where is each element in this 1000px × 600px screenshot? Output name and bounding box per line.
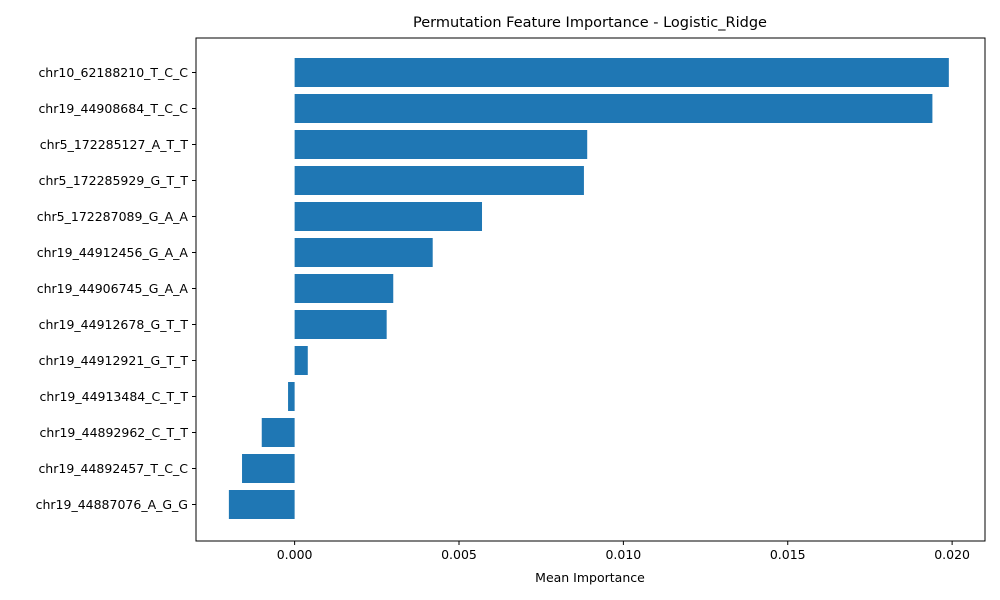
x-axis-label: Mean Importance — [535, 570, 645, 585]
y-tick-label: chr19_44908684_T_C_C — [38, 101, 188, 116]
x-axis-ticks: 0.000 0.005 0.010 0.015 0.020 — [277, 541, 970, 562]
x-tick-label: 0.000 — [277, 547, 313, 562]
bar-chr19_44887076_A_G_G — [228, 490, 295, 519]
bar-chr19_44912678_G_T_T — [294, 310, 387, 339]
y-tick-label: chr19_44912678_G_T_T — [39, 317, 189, 332]
y-tick-label: chr19_44892962_C_T_T — [40, 425, 189, 440]
y-tick-label: chr19_44906745_G_A_A — [37, 281, 189, 296]
bar-chr5_172285929_G_T_T — [294, 166, 584, 195]
bar-chr19_44912921_G_T_T — [294, 346, 308, 375]
bar-chr5_172285127_A_T_T — [294, 130, 588, 159]
bar-chr19_44913484_C_T_T — [288, 382, 295, 411]
y-tick-label: chr5_172285127_A_T_T — [40, 137, 189, 152]
x-tick-label: 0.010 — [605, 547, 641, 562]
y-axis-ticks: chr10_62188210_T_C_C chr19_44908684_T_C_C… — [36, 65, 196, 512]
bar-chr5_172287089_G_A_A — [294, 202, 483, 231]
bar-chr10_62188210_T_C_C — [294, 58, 949, 87]
y-tick-label: chr19_44887076_A_G_G — [36, 497, 188, 512]
y-tick-label: chr19_44912921_G_T_T — [39, 353, 189, 368]
x-tick-label: 0.015 — [770, 547, 806, 562]
y-tick-label: chr10_62188210_T_C_C — [38, 65, 188, 80]
plot-frame — [195, 37, 986, 542]
bar-chr19_44906745_G_A_A — [294, 274, 394, 303]
x-tick-label: 0.020 — [934, 547, 970, 562]
bar-group — [228, 58, 949, 519]
y-tick-label: chr5_172287089_G_A_A — [37, 209, 189, 224]
bar-chr19_44892962_C_T_T — [261, 418, 295, 447]
y-tick-label: chr5_172285929_G_T_T — [39, 173, 189, 188]
bar-chr19_44912456_G_A_A — [294, 238, 433, 267]
y-tick-label: chr19_44913484_C_T_T — [40, 389, 189, 404]
y-tick-label: chr19_44892457_T_C_C — [38, 461, 188, 476]
bar-chr19_44892457_T_C_C — [242, 454, 295, 483]
bar-chr19_44908684_T_C_C — [294, 94, 933, 123]
chart-title: Permutation Feature Importance - Logisti… — [413, 15, 767, 31]
x-tick-label: 0.005 — [441, 547, 477, 562]
y-tick-label: chr19_44912456_G_A_A — [37, 245, 189, 260]
